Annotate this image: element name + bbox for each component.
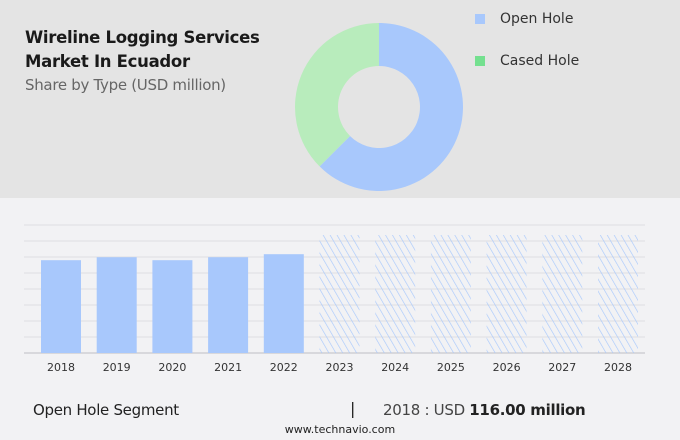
site-url[interactable]: www.technavio.com: [284, 423, 396, 436]
x-tick-label: 2026: [493, 361, 521, 374]
x-tick-label: 2022: [270, 361, 298, 374]
x-tick-label: 2021: [214, 361, 242, 374]
donut-chart: [295, 23, 463, 191]
separator: |: [350, 399, 356, 418]
forecast-bar-2025: [430, 235, 471, 353]
value-amount: 116.00 million: [469, 401, 586, 419]
legend-swatch: [475, 56, 485, 66]
forecast-bar-2023: [319, 235, 360, 353]
x-tick-label: 2028: [604, 361, 632, 374]
bar-2022: [263, 254, 304, 353]
legend-swatch: [475, 14, 485, 24]
year-label: 2018 : USD: [383, 401, 470, 419]
bar-2021: [208, 257, 249, 353]
x-tick-label: 2027: [548, 361, 576, 374]
bar-2019: [96, 257, 137, 353]
chart-subtitle: Share by Type (USD million): [25, 76, 226, 94]
forecast-bar-2024: [375, 235, 416, 353]
forecast-bar-2026: [486, 235, 527, 353]
forecast-bar-2028: [598, 235, 638, 353]
x-tick-label: 2020: [158, 361, 186, 374]
legend-label: Open Hole: [500, 11, 574, 27]
legend-open-hole: Open Hole: [475, 11, 573, 27]
bar-2020: [152, 260, 193, 353]
chart-title: Wireline Logging Services Market In Ecua…: [25, 28, 260, 71]
forecast-bar-2027: [542, 235, 583, 353]
segment-value: 2018 : USD 116.00 million: [383, 401, 586, 419]
x-tick-label: 2019: [103, 361, 131, 374]
x-tick-label: 2024: [381, 361, 409, 374]
x-tick-label: 2023: [326, 361, 354, 374]
x-tick-label: 2018: [47, 361, 75, 374]
x-tick-label: 2025: [437, 361, 465, 374]
legend-cased-hole: Cased Hole: [475, 53, 579, 69]
bar-chart: 2018 2019 2020 2021 2022 2023 2024 2025 2026 2027…: [24, 224, 645, 374]
bar-2018: [41, 260, 81, 353]
donut-slice-cased-hole: [295, 23, 379, 167]
donut-slice-open-hole: [319, 23, 463, 191]
legend-label: Cased Hole: [500, 53, 580, 69]
segment-label: Open Hole Segment: [33, 401, 179, 419]
